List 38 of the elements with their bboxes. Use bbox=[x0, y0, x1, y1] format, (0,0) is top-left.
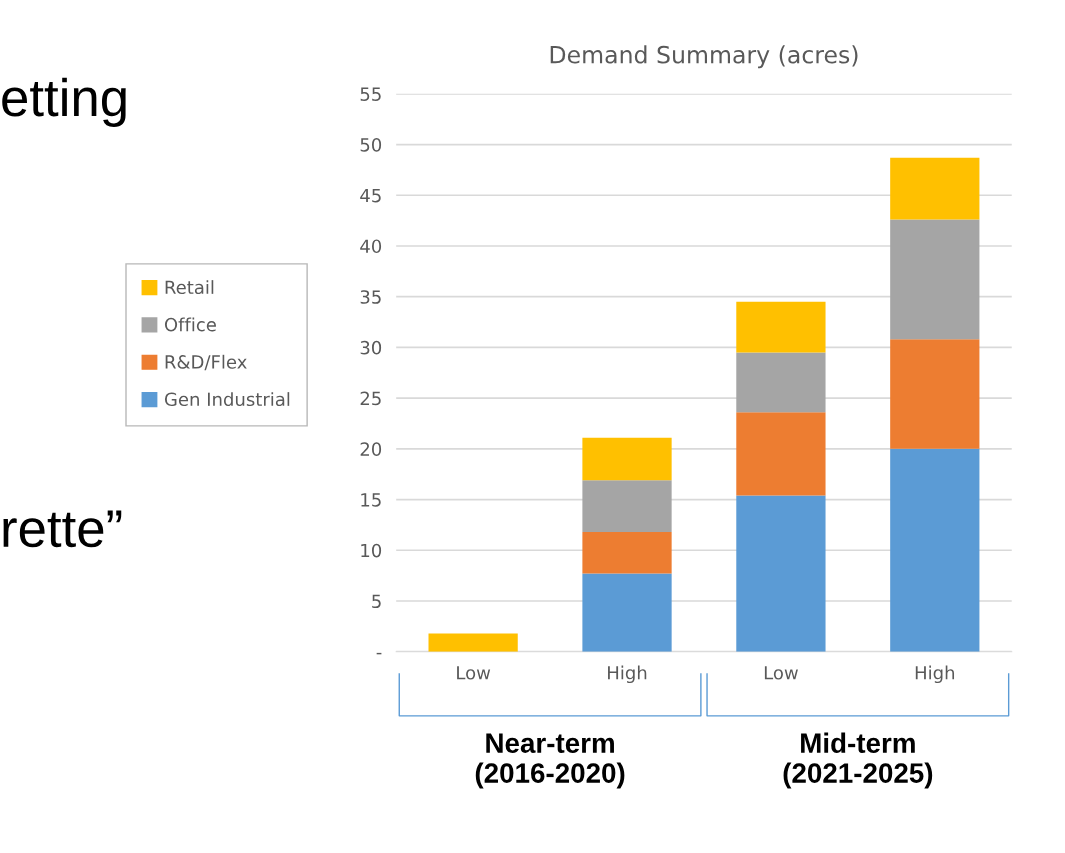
y-tick-label: 25 bbox=[360, 391, 381, 406]
bar bbox=[582, 532, 672, 574]
y-tick-label: 40 bbox=[360, 239, 382, 254]
y-tick-label: 15 bbox=[361, 493, 381, 507]
legend-label: Retail bbox=[165, 280, 214, 295]
x-tick-label: High bbox=[608, 665, 647, 684]
x-tick-label: Low bbox=[457, 666, 491, 680]
y-tick-label: 55 bbox=[360, 87, 381, 101]
bar bbox=[582, 480, 672, 533]
bar bbox=[736, 412, 826, 496]
bar bbox=[890, 219, 980, 340]
y-tick-label: 35 bbox=[360, 290, 381, 304]
legend-label: R&D/Flex bbox=[165, 354, 247, 371]
bar bbox=[736, 352, 826, 413]
bar bbox=[736, 301, 826, 353]
bar bbox=[890, 157, 980, 220]
y-tick-label: 50 bbox=[360, 138, 382, 152]
chart-title: Demand Summary (acres) bbox=[550, 45, 858, 69]
text: Mid-term (2021-2025) bbox=[783, 732, 933, 789]
bar bbox=[428, 633, 518, 652]
x-tick-label: High bbox=[915, 665, 955, 684]
legend-label: Office bbox=[164, 317, 216, 332]
y-tick-label: 30 bbox=[360, 340, 382, 355]
text: etting bbox=[2, 77, 126, 127]
bar bbox=[582, 573, 672, 652]
y-tick-label: 20 bbox=[360, 442, 382, 456]
bar bbox=[582, 437, 672, 481]
x-tick-label: Low bbox=[764, 666, 798, 680]
bar bbox=[890, 448, 980, 652]
bar bbox=[890, 339, 980, 449]
text: Near-term (2016-2020) bbox=[475, 733, 625, 789]
y-tick-label: 5 bbox=[372, 594, 381, 609]
y-tick-label: 10 bbox=[361, 543, 382, 558]
y-tick-label: 45 bbox=[360, 188, 381, 203]
y-tick-label: - bbox=[376, 652, 382, 655]
legend-label: Gen Industrial bbox=[164, 392, 290, 407]
text: rette” bbox=[3, 510, 122, 548]
bar bbox=[736, 495, 826, 652]
